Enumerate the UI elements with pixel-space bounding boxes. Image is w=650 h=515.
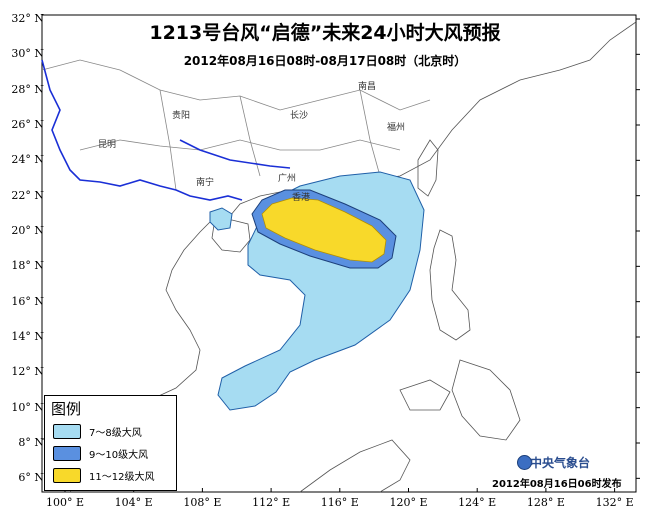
- longitude-tick-label: 132° E: [595, 496, 634, 509]
- map-title: 1213号台风“启德”未来24小时大风预报: [149, 22, 501, 44]
- legend-item: 11～12级大风: [53, 468, 173, 483]
- wind-area-11-12: [261, 197, 387, 263]
- latitude-tick-label: 20° N: [11, 224, 44, 237]
- issuer-name: 中央气象台: [530, 456, 591, 470]
- latitude-tick-label: 6° N: [18, 471, 44, 485]
- longitude-tick-label: 128° E: [526, 496, 565, 509]
- city-label: 贵阳: [172, 111, 191, 121]
- longitude-tick-label: 116° E: [320, 496, 359, 509]
- legend-title: 图例: [51, 400, 82, 418]
- legend-swatch: [53, 468, 81, 483]
- latitude-tick-label: 24° N: [11, 153, 44, 167]
- national-border: [41, 59, 291, 201]
- legend-swatch: [53, 424, 81, 439]
- latitude-tick-label: 26° N: [11, 118, 44, 131]
- longitude-tick-label: 100° E: [45, 496, 85, 509]
- legend-label: 9～10级大风: [89, 450, 149, 461]
- latitude-tick-label: 14° N: [11, 330, 44, 343]
- legend-label: 7～8级大风: [89, 428, 142, 439]
- latitude-tick-label: 16° N: [11, 294, 44, 308]
- legend-item: 7～8级大风: [53, 424, 173, 439]
- city-label: 昆明: [98, 140, 117, 150]
- city-label: 南宁: [196, 178, 215, 188]
- latitude-tick-label: 30° N: [11, 47, 44, 61]
- axis-ticks: [64, 18, 640, 492]
- longitude-tick-label: 112° E: [252, 496, 291, 509]
- latitude-tick-label: 12° N: [11, 365, 44, 379]
- longitude-tick-label: 108° E: [183, 496, 222, 509]
- latitude-tick-label: 28° N: [11, 82, 44, 96]
- issue-time: 2012年08月16日06时发布: [492, 479, 622, 490]
- legend-swatch: [53, 446, 81, 461]
- wind-area-7-8-hainan: [209, 207, 233, 231]
- longitude-tick-label: 120° E: [389, 496, 428, 509]
- legend: 图例 7～8级大风 9～10级大风 11～12级大风: [44, 395, 177, 491]
- legend-label: 11～12级大风: [89, 472, 155, 483]
- latitude-tick-label: 22° N: [11, 188, 44, 202]
- city-label: 南昌: [358, 82, 377, 92]
- city-label: 香港: [292, 193, 311, 203]
- city-label: 长沙: [290, 111, 309, 121]
- cma-logo-icon: [517, 455, 532, 470]
- latitude-tick-label: 32° N: [11, 12, 44, 25]
- latitude-tick-label: 18° N: [11, 259, 44, 273]
- city-label: 广州: [278, 174, 297, 184]
- city-label: 福州: [387, 123, 406, 133]
- latitude-tick-label: 10° N: [11, 400, 44, 414]
- longitude-tick-label: 124° E: [458, 496, 497, 509]
- coastline: [41, 21, 637, 493]
- latitude-tick-label: 8° N: [18, 436, 44, 449]
- map-subtitle: 2012年08月16日08时-08月17日08时（北京时）: [183, 54, 467, 68]
- longitude-tick-label: 104° E: [114, 496, 153, 509]
- legend-item: 9～10级大风: [53, 446, 173, 461]
